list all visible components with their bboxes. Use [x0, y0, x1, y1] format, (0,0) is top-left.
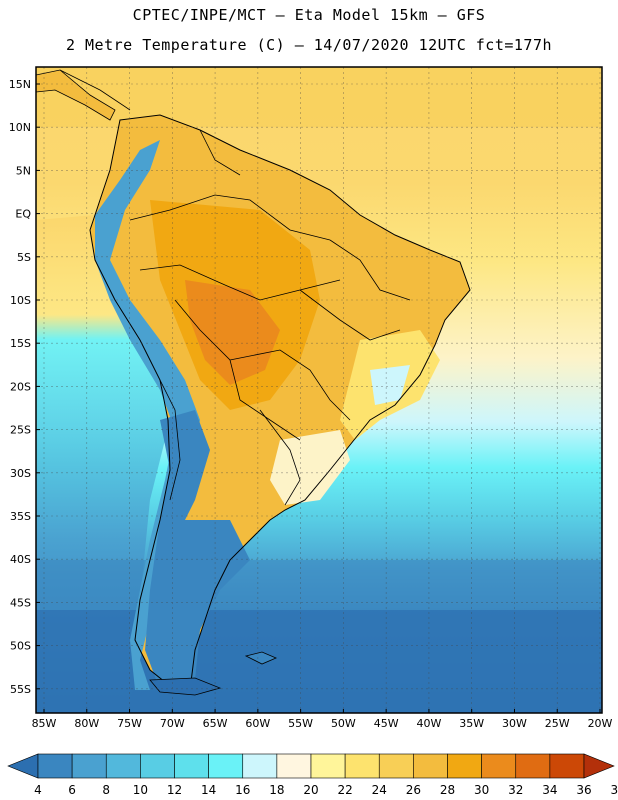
colorbar-tick-label: 22 [337, 783, 352, 797]
colorbar-tick-label: 10 [133, 783, 148, 797]
colorbar-tick-label: 16 [235, 783, 250, 797]
longitude-label: 80W [74, 717, 99, 730]
country-borders [59, 69, 411, 506]
latitude-label: 50S [10, 640, 31, 653]
longitude-label: 40W [416, 717, 441, 730]
colorbar-upper-extension [583, 753, 615, 779]
colorbar-lower-extension [7, 753, 39, 779]
latitude-label: 55S [10, 683, 31, 696]
colorbar-swatch [515, 753, 551, 779]
graticule [36, 67, 602, 713]
colorbar-swatch [140, 753, 175, 779]
latitude-label: 5N [16, 164, 31, 177]
longitude-label: 85W [32, 717, 57, 730]
latitude-label: 5S [17, 251, 31, 264]
colorbar-tick-label: 12 [167, 783, 182, 797]
colorbar-tick-label: 32 [508, 783, 523, 797]
latitude-label: 15S [10, 337, 31, 350]
map-title-line-1: CPTEC/INPE/MCT – Eta Model 15km – GFS [132, 6, 486, 24]
longitude-label: 65W [203, 717, 228, 730]
colorbar-tick-label: 14 [201, 783, 216, 797]
colorbar-swatch [310, 753, 346, 779]
colorbar-tick-label: 4 [34, 783, 42, 797]
longitude-label: 55W [288, 717, 313, 730]
colorbar-swatch [208, 753, 244, 779]
latitude-label: 10S [10, 294, 31, 307]
longitude-label: 20W [588, 717, 613, 730]
latitude-label: 20S [10, 380, 31, 393]
latitude-label: EQ [15, 208, 31, 221]
colorbar-swatch [549, 753, 585, 779]
colorbar-tick-label: 30 [474, 783, 489, 797]
colorbar-swatch [378, 753, 414, 779]
colorbar-tick-label: 36 [576, 783, 591, 797]
colorbar-swatch [413, 753, 448, 779]
colorbar-swatch [71, 753, 107, 779]
colorbar-tick-label: 26 [406, 783, 421, 797]
colorbar-swatch [344, 753, 380, 779]
map-frame [35, 66, 603, 714]
colorbar-tick-label: 8 [102, 783, 110, 797]
longitude-label: 45W [374, 717, 399, 730]
latitude-label: 15N [9, 78, 31, 91]
latitude-label: 30S [10, 467, 31, 480]
colorbar-swatch [242, 753, 278, 779]
colorbar-swatch [174, 753, 209, 779]
longitude-label: 70W [160, 717, 185, 730]
colorbar-swatch [105, 753, 141, 779]
longitude-label: 30W [502, 717, 527, 730]
longitude-label: 50W [331, 717, 356, 730]
colorbar-swatch [481, 753, 517, 779]
longitude-label: 75W [117, 717, 142, 730]
colorbar-tick-label: 6 [68, 783, 76, 797]
longitude-label: 25W [545, 717, 570, 730]
longitude-labels: 85W 80W 75W 70W 65W 60W 55W 50W 45W 40W 35W 30W 25W 2… [32, 709, 613, 730]
longitude-label: 60W [245, 717, 270, 730]
longitude-label: 35W [459, 717, 484, 730]
colorbar-swatch [447, 753, 482, 779]
colorbar-swatch [276, 753, 312, 779]
map-title-line-2: 2 Metre Temperature (C) – 14/07/2020 12U… [65, 36, 553, 54]
latitude-label: 45S [10, 596, 31, 609]
colorbar-tick-label: 24 [372, 783, 387, 797]
temperature-field [36, 67, 602, 713]
colorbar-tick-label: 38 [610, 783, 618, 797]
colorbar-tick-label: 28 [440, 783, 455, 797]
colorbar-tick-label: 18 [269, 783, 284, 797]
colorbar: 4 6 8 10 12 14 16 18 20 22 24 26 28 30 32 34 36 38 [7, 753, 618, 797]
colorbar-swatch [37, 753, 73, 779]
colorbar-tick-label: 34 [542, 783, 557, 797]
colorbar-tick-label: 20 [303, 783, 318, 797]
latitude-label: 25S [10, 424, 31, 437]
latitude-label: 40S [10, 553, 31, 566]
latitude-labels: 15N 10N 5N EQ 5S 10S 15S 20S 25S 30S 35S 40S 45S 50S 5… [9, 78, 40, 696]
latitude-label: 10N [9, 121, 31, 134]
latitude-label: 35S [10, 510, 31, 523]
